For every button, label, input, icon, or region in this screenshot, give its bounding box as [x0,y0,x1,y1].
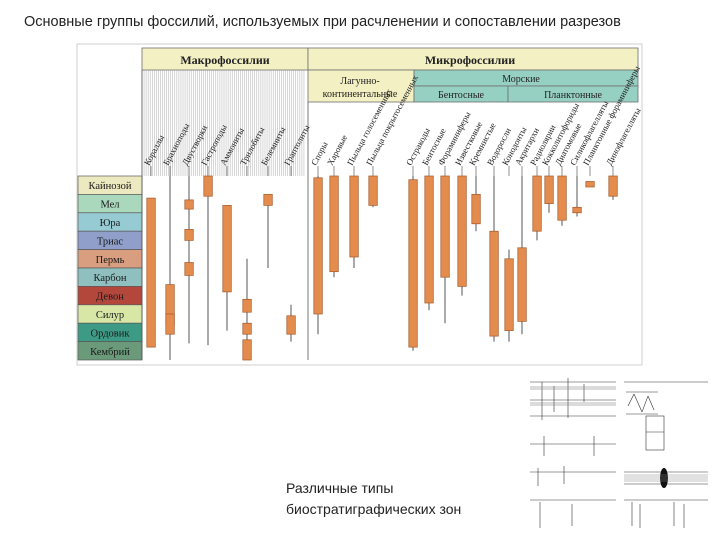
planktonic-header-box [507,85,639,103]
caption-line-1: Различные типы [286,480,394,496]
header-micro: Микрофоссилии [307,47,639,71]
range-bar [263,194,273,206]
range-bar [349,175,359,258]
period-label: Кайнозой [89,181,132,192]
header-marine: Морские Бентосные Планктонные [413,69,639,103]
header-lagoon: Лагунно- континентальные [307,69,415,103]
range-bar [203,175,213,197]
range-bar [572,206,582,214]
range-bar [329,175,339,273]
range-bar [242,298,252,313]
range-bar [457,175,467,287]
range-bar [408,179,418,348]
lagoon-header-label-1: Лагунно- [340,76,379,87]
period-label: Мел [100,200,119,211]
range-bar [165,313,175,335]
range-bar [471,194,481,225]
period-label: Карбон [94,273,127,284]
period-label: Силур [96,310,124,321]
range-bar [608,175,618,197]
marine-header-label: Морские [502,74,540,85]
range-bar [184,262,194,276]
range-bar [440,175,450,278]
period-label: Пермь [96,255,125,266]
range-bar [532,175,542,232]
range-bar [313,177,323,315]
macro-header-label: Макрофоссилии [180,53,269,67]
caption: Различные типы биостратиграфических зон [286,478,516,520]
lagoon-header-box [307,69,415,103]
benthic-header-label: Бентосные [438,90,485,101]
range-bar [557,175,567,221]
period-label: Ордовик [91,328,131,339]
biozone-types-thumbnail [524,372,712,534]
range-bar [242,322,252,335]
range-bar [146,197,156,348]
range-bar [242,339,252,361]
range-bars [146,175,618,361]
period-label: Юра [100,218,121,229]
range-bar [368,175,378,206]
grid-lines [141,70,309,360]
period-label: Кембрий [90,347,130,358]
caption-line-2: биостратиграфических зон [286,501,462,517]
range-bar [489,230,499,337]
range-bar [286,315,296,335]
range-bar [504,258,514,331]
range-bar [184,229,194,241]
slide-title: Основные группы фоссилий, используемых п… [24,14,621,30]
period-label: Девон [96,292,124,303]
period-column: Кайнозой Мел Юра Триас Пермь Карбон Девон Силур… [77,175,143,361]
range-bar [222,205,232,293]
lagoon-header-label-2: континентальные [323,89,398,100]
header-macro: Макрофоссилии [141,47,309,71]
period-label: Триас [97,236,124,247]
range-bar [184,199,194,210]
range-bar [585,181,595,188]
range-bar [424,175,434,304]
micro-header-label: Микрофоссилии [425,53,515,67]
planktonic-header-label: Планктонные [544,90,602,101]
range-bar [544,175,554,204]
range-bar [517,247,527,322]
